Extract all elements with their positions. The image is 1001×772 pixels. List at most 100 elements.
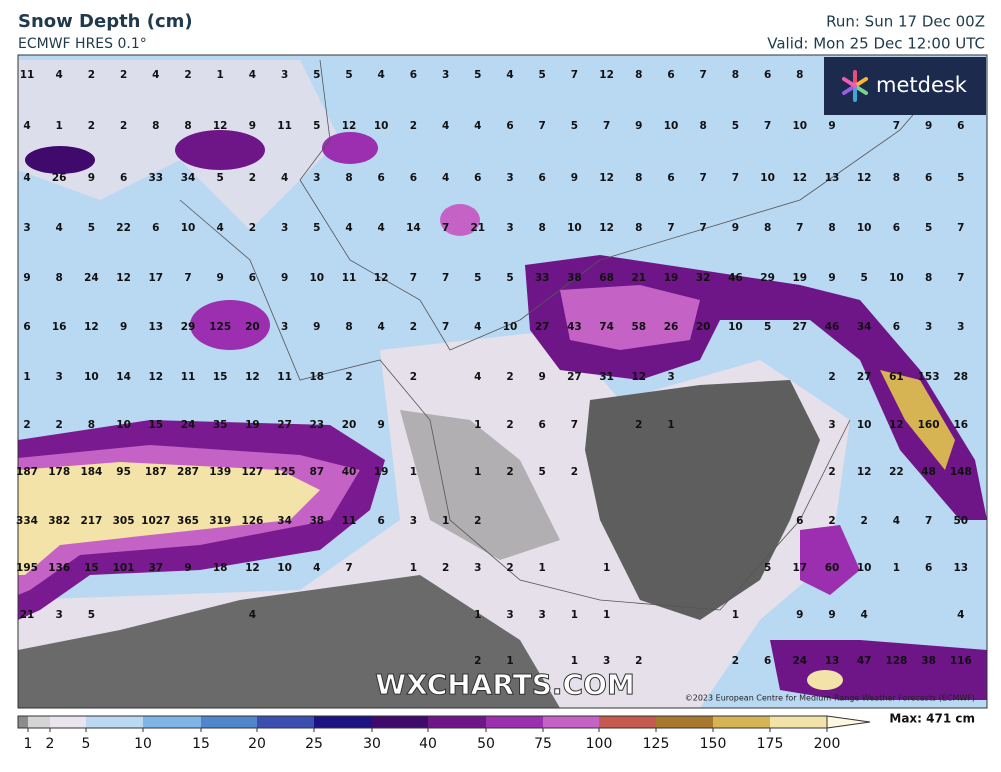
grid-value: 2 [410, 120, 417, 132]
grid-value: 12 [599, 222, 614, 234]
grid-value: 1 [23, 371, 30, 383]
grid-value: 5 [313, 120, 320, 132]
grid-value: 15 [213, 371, 228, 383]
grid-value: 2 [474, 515, 481, 527]
grid-value: 10 [84, 371, 99, 383]
grid-value: 6 [249, 272, 256, 284]
colorbar-label: 150 [700, 736, 727, 752]
grid-value: 1 [603, 562, 610, 574]
grid-value: 139 [209, 466, 231, 478]
grid-value: 2 [184, 69, 191, 81]
grid-value: 2 [506, 371, 513, 383]
grid-value: 148 [950, 466, 972, 478]
grid-value: 9 [23, 272, 30, 284]
grid-value: 3 [56, 609, 63, 621]
grid-value: 33 [148, 172, 163, 184]
grid-value: 7 [667, 222, 674, 234]
grid-value: 15 [84, 562, 99, 574]
grid-value: 5 [957, 172, 964, 184]
logo-text: metdesk [876, 73, 968, 97]
grid-value: 3 [474, 562, 481, 574]
grid-value: 58 [631, 321, 646, 333]
grid-value: 95 [116, 466, 131, 478]
colorbar-label: 30 [363, 736, 381, 752]
grid-value: 6 [796, 515, 803, 527]
grid-value: 3 [506, 172, 513, 184]
grid-value: 6 [667, 172, 674, 184]
grid-value: 24 [84, 272, 99, 284]
grid-value: 10 [728, 321, 743, 333]
grid-value: 8 [539, 222, 546, 234]
grid-value: 27 [535, 321, 550, 333]
grid-value: 1 [56, 120, 63, 132]
grid-value: 4 [313, 562, 320, 574]
grid-value: 7 [410, 272, 417, 284]
grid-value: 4 [378, 222, 385, 234]
grid-value: 9 [925, 120, 932, 132]
grid-value: 5 [764, 562, 771, 574]
grid-value: 17 [792, 562, 807, 574]
grid-value: 50 [953, 515, 968, 527]
grid-value: 8 [828, 222, 835, 234]
grid-value: 8 [635, 69, 642, 81]
grid-value: 29 [181, 321, 196, 333]
grid-value: 24 [181, 419, 196, 431]
grid-value: 287 [177, 466, 199, 478]
colorbar-label: 125 [643, 736, 670, 752]
grid-value: 34 [857, 321, 872, 333]
grid-value: 184 [80, 466, 102, 478]
grid-value: 6 [764, 655, 771, 667]
colorbar-label: 1 [24, 736, 33, 752]
grid-value: 4 [23, 120, 30, 132]
grid-value: 13 [953, 562, 968, 574]
grid-value: 7 [764, 120, 771, 132]
grid-value: 2 [120, 69, 127, 81]
grid-value: 60 [825, 562, 840, 574]
grid-value: 6 [957, 120, 964, 132]
grid-value: 28 [953, 371, 968, 383]
grid-value: 8 [635, 222, 642, 234]
grid-value: 7 [442, 222, 449, 234]
grid-value: 4 [442, 120, 449, 132]
grid-value: 9 [828, 120, 835, 132]
colorbar-arrow [826, 715, 871, 729]
grid-value: 6 [893, 222, 900, 234]
grid-value: 46 [728, 272, 743, 284]
grid-value: 18 [309, 371, 324, 383]
grid-value: 10 [503, 321, 518, 333]
grid-value: 8 [700, 120, 707, 132]
grid-value: 125 [209, 321, 231, 333]
grid-value: 6 [152, 222, 159, 234]
grid-value: 46 [825, 321, 840, 333]
copyright: ©2023 European Centre for Medium-Range W… [685, 694, 975, 703]
grid-value: 33 [535, 272, 550, 284]
grid-value: 3 [281, 222, 288, 234]
colorbar-segment [656, 716, 713, 728]
grid-value: 1 [410, 466, 417, 478]
grid-value: 4 [249, 69, 256, 81]
grid-value: 9 [281, 272, 288, 284]
grid-value: 20 [342, 419, 357, 431]
grid-value: 2 [56, 419, 63, 431]
grid-value: 5 [474, 272, 481, 284]
grid-value: 153 [918, 371, 940, 383]
grid-value: 8 [635, 172, 642, 184]
grid-value: 5 [571, 120, 578, 132]
grid-value: 2 [410, 321, 417, 333]
colorbar-label: 20 [248, 736, 266, 752]
grid-value: 6 [378, 515, 385, 527]
grid-value: 17 [148, 272, 163, 284]
colorbar-segment [143, 716, 201, 728]
grid-value: 11 [342, 515, 357, 527]
grid-value: 12 [116, 272, 131, 284]
grid-value: 27 [567, 371, 582, 383]
grid-value: 3 [539, 609, 546, 621]
grid-value: 10 [116, 419, 131, 431]
grid-value: 34 [277, 515, 292, 527]
grid-value: 1 [571, 655, 578, 667]
grid-value: 2 [635, 655, 642, 667]
grid-value: 3 [667, 371, 674, 383]
grid-value: 9 [635, 120, 642, 132]
grid-value: 4 [23, 172, 30, 184]
grid-value: 3 [23, 222, 30, 234]
